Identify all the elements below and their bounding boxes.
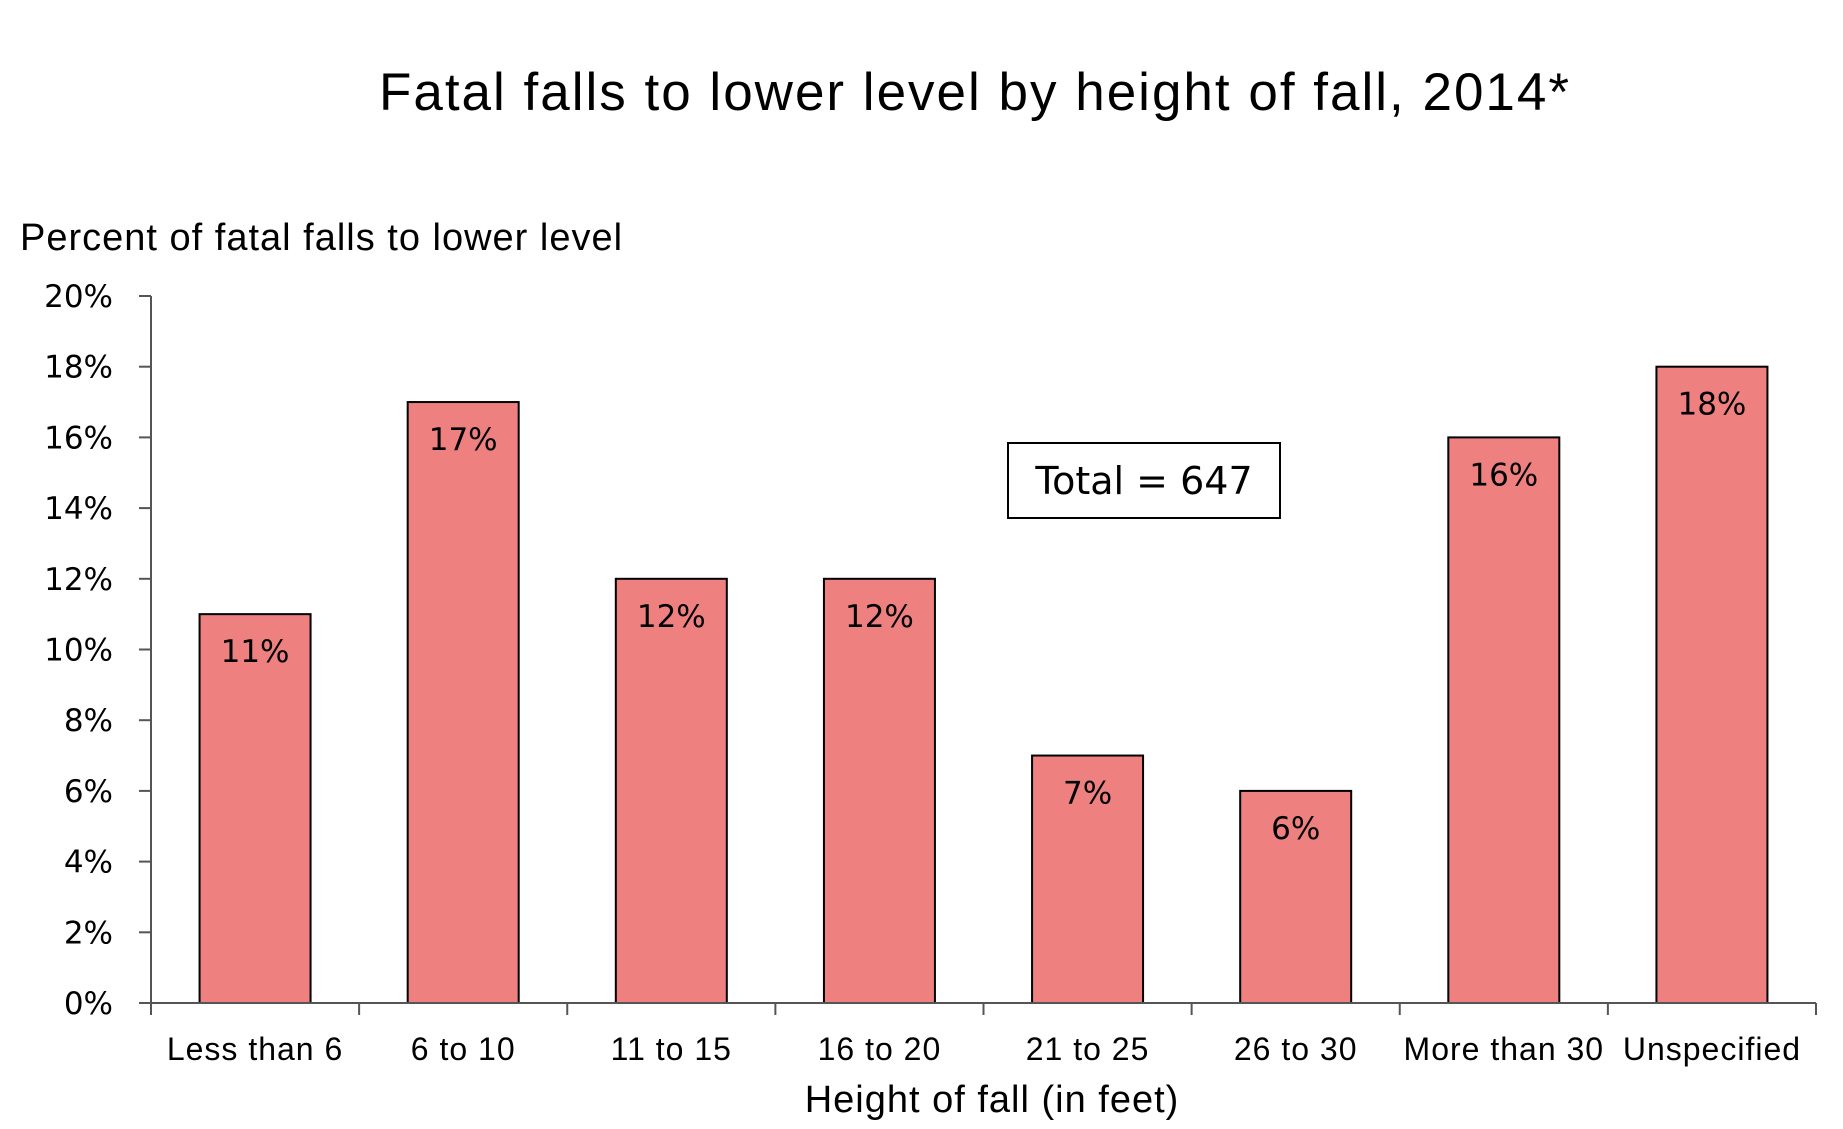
bar: [198, 613, 312, 1005]
chart-title: Fatal falls to lower level by height of …: [379, 63, 1571, 122]
y-tick-label: 10%: [44, 633, 113, 669]
bar: [1447, 436, 1561, 1004]
y-axis-title: Percent of fatal falls to lower level: [20, 217, 623, 259]
bar: [1239, 789, 1353, 1005]
y-tick-label: 2%: [64, 915, 113, 951]
x-tick-label: Less than 6: [167, 1031, 343, 1067]
bar: [822, 577, 936, 1004]
plot-area: 0% 2% 4% 6% 8% 10% 12% 14% 16% 18% 20% 11% Less than…: [44, 279, 1817, 1067]
y-tick-label: 16%: [44, 420, 113, 456]
y-tick-label: 8%: [64, 703, 113, 739]
data-label: 16%: [1469, 457, 1538, 493]
bar: [1031, 754, 1145, 1004]
x-tick-label: More than 30: [1404, 1031, 1605, 1067]
data-label: 12%: [845, 599, 914, 635]
bar: [614, 577, 728, 1004]
x-tick-label: 6 to 10: [411, 1031, 516, 1067]
data-label: 6%: [1271, 811, 1320, 847]
y-tick-label: 6%: [64, 774, 113, 810]
x-tick-label: 26 to 30: [1234, 1031, 1358, 1067]
y-tick-label: 0%: [64, 986, 113, 1022]
x-axis-title: Height of fall (in feet): [805, 1079, 1180, 1121]
annotation-text: Total = 647: [1034, 459, 1252, 503]
annotation-box: [1007, 442, 1281, 519]
y-tick-label: 20%: [44, 279, 113, 315]
data-label: 18%: [1677, 387, 1746, 423]
data-label: 11%: [221, 634, 290, 670]
x-tick-label: 11 to 15: [611, 1031, 732, 1067]
bar: [1655, 365, 1769, 1004]
data-label: 12%: [637, 599, 706, 635]
x-tick-label: 16 to 20: [818, 1031, 942, 1067]
data-label: 17%: [429, 422, 498, 458]
data-label: 7%: [1063, 776, 1112, 812]
x-tick-label: 21 to 25: [1026, 1031, 1150, 1067]
total-annotation: Total = 647: [1007, 442, 1281, 519]
y-tick-label: 18%: [44, 350, 113, 386]
y-tick-label: 14%: [44, 491, 113, 527]
y-tick-label: 4%: [64, 845, 113, 881]
bar: [406, 401, 520, 1004]
x-tick-label: Unspecified: [1623, 1031, 1801, 1067]
y-tick-label: 12%: [44, 562, 113, 598]
